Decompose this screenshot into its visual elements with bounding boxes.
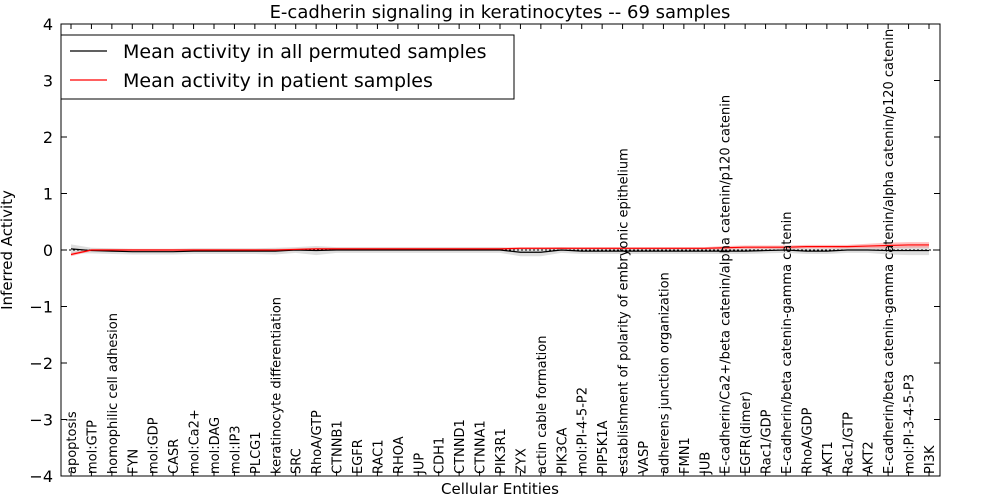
x-tick-label: apoptosis <box>65 411 80 474</box>
x-tick-label: adherens junction organization <box>657 272 672 474</box>
x-tick-label: PIP5K1A <box>596 420 611 474</box>
x-tick-label: mol:PI-4-5-P2 <box>576 387 591 474</box>
legend-label-patient: Mean activity in patient samples <box>123 70 433 92</box>
legend: Mean activity in all permuted samples Me… <box>60 34 515 100</box>
x-tick-label: RhoA/GTP <box>310 410 325 474</box>
y-tick-label: −1 <box>29 298 53 317</box>
x-tick-labels: apoptosis mol:GTP homophilic cell adhesion… <box>65 24 938 476</box>
x-tick-label: PIK3R1 <box>494 428 509 474</box>
y-tick-label: 2 <box>43 128 53 147</box>
x-tick-label: establishment of polarity of embryonic e… <box>617 148 632 474</box>
plot-frame <box>60 23 941 477</box>
x-tick-label: CASR <box>167 439 182 474</box>
x-tick-label: ZYX <box>514 448 529 474</box>
x-tick-label: mol:Ca2+ <box>188 409 203 474</box>
x-tick-label: mol:GDP <box>147 417 162 474</box>
y-tick-label: −4 <box>29 467 53 486</box>
x-tick-label: PLCG1 <box>249 431 264 474</box>
x-tick-label: E-cadherin/beta catenin-gamma catenin <box>780 212 795 474</box>
x-tick-label: VASP <box>637 441 652 474</box>
x-tick-label: RAC1 <box>371 439 386 474</box>
x-tick-label: PI3K <box>923 445 938 474</box>
x-tick-label: homophilic cell adhesion <box>106 313 121 474</box>
y-axis-label: Inferred Activity <box>0 190 16 310</box>
x-tick-label: JUP <box>412 453 427 475</box>
x-tick-label: CTNNA1 <box>474 420 489 474</box>
x-axis-label: Cellular Entities <box>441 480 559 498</box>
x-tick-label: Rac1/GTP <box>841 412 856 474</box>
line-series-0 <box>70 248 929 253</box>
x-tick-label: FMN1 <box>678 437 693 474</box>
series-lines <box>70 244 929 256</box>
x-tick-label: actin cable formation <box>535 336 550 474</box>
x-tick-label: E-cadherin/beta catenin-gamma catenin/al… <box>882 29 897 474</box>
x-tick-label: mol:PI-3-4-5-P3 <box>903 374 918 474</box>
y-axis: −4 −3 −2 −1 0 1 2 3 4 <box>29 15 940 486</box>
line-series-1 <box>70 244 929 256</box>
x-tick-label: mol:IP3 <box>228 425 243 474</box>
y-tick-label: −2 <box>29 354 53 373</box>
x-tick-label: SRC <box>290 448 305 474</box>
x-tick-label: AKT2 <box>862 441 877 474</box>
x-tick-label: JUB <box>698 452 713 475</box>
x-tick-label: mol:DAG <box>208 417 223 474</box>
x-tick-label: CTNNB1 <box>331 420 346 474</box>
x-tick-label: AKT1 <box>821 441 836 474</box>
x-tick-label: FYN <box>126 449 141 474</box>
y-tick-label: 3 <box>43 72 53 91</box>
y-tick-label: 4 <box>43 15 53 34</box>
x-tick-label: EGFR(dimer) <box>739 391 754 474</box>
legend-box <box>60 34 515 100</box>
y-tick-label: 1 <box>43 185 53 204</box>
legend-label-permuted: Mean activity in all permuted samples <box>123 41 486 63</box>
x-tick-label: Rac1/GDP <box>760 409 775 474</box>
x-tick-label: EGFR <box>351 439 366 474</box>
x-tick-label: PIK3CA <box>555 427 570 474</box>
x-tick-label: CDH1 <box>433 437 448 474</box>
x-tick-label: mol:GTP <box>85 420 100 474</box>
chart-title: E-cadherin signaling in keratinocytes --… <box>270 2 731 23</box>
y-tick-label: 0 <box>43 241 53 260</box>
x-tick-label: E-cadherin/Ca2+/beta catenin/alpha caten… <box>719 95 734 474</box>
x-tick-label: RHOA <box>392 436 407 474</box>
x-tick-label: keratinocyte differentiation <box>269 297 284 474</box>
x-tick-label: CTNND1 <box>453 419 468 474</box>
y-tick-label: −3 <box>29 411 53 430</box>
x-tick-label: RhoA/GDP <box>800 407 815 474</box>
